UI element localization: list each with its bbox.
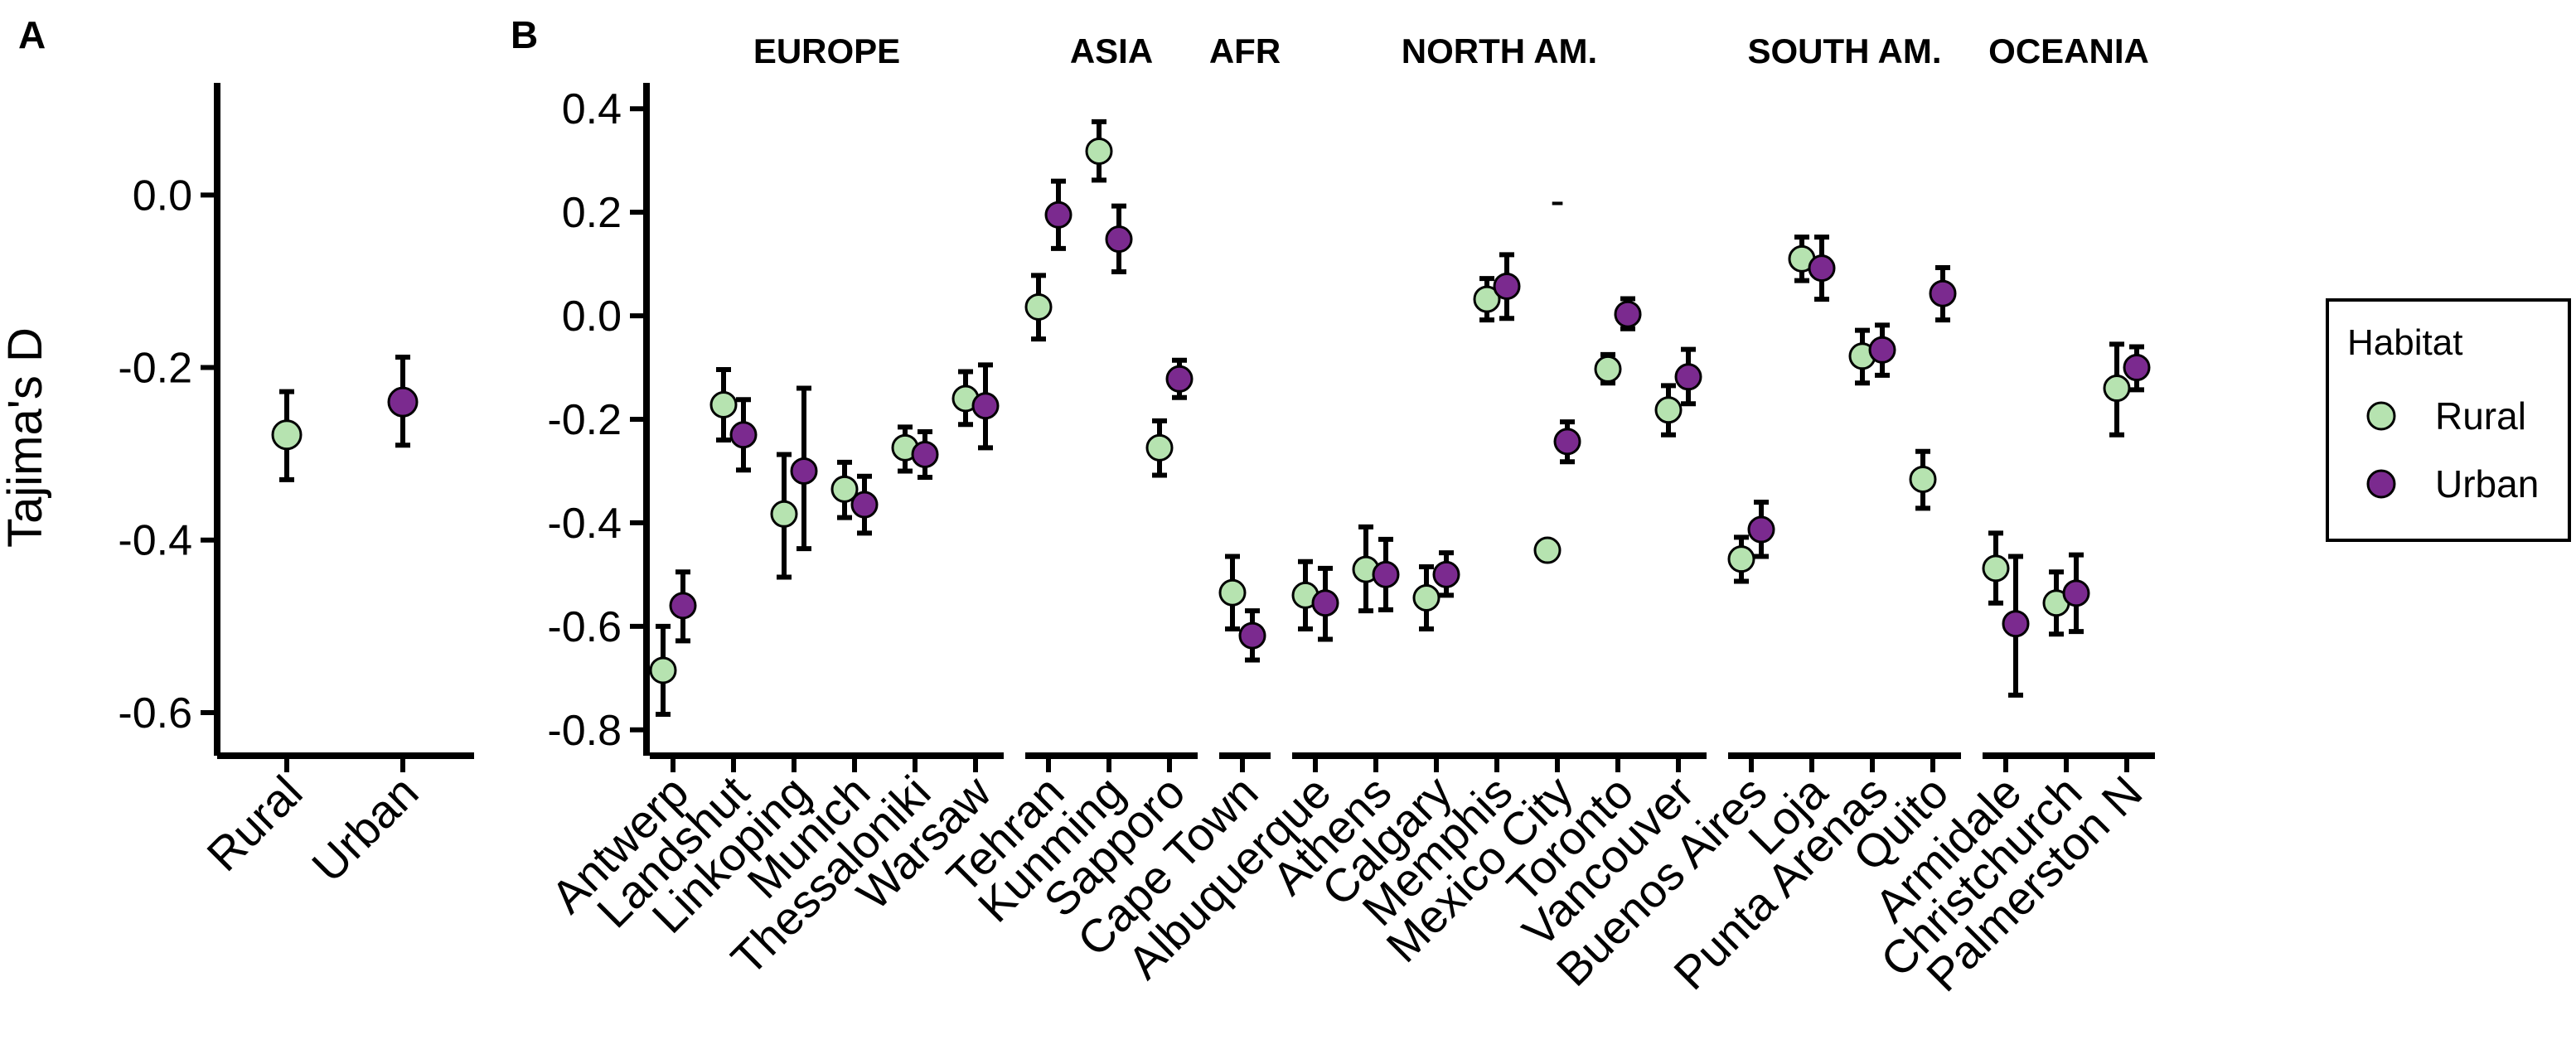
panel-b-point-rural-sapporo	[1145, 433, 1174, 462]
panel-a-y-tick-label: -0.2	[118, 345, 192, 393]
region-label-afr: AFR	[1209, 31, 1281, 70]
panel-b-point-urban-linkoping	[790, 457, 818, 485]
panel-b-point-rural-palmerston-n	[2103, 375, 2131, 403]
panel-b-point-urban-quito	[1929, 279, 1957, 307]
panel-a-point-rural	[271, 419, 303, 451]
panel-b-point-urban-loja	[1808, 254, 1836, 283]
panel-b-point-rural-vancouver	[1654, 396, 1683, 424]
legend: Habitat Rural Urban	[2326, 298, 2571, 542]
panel-b-point-urban-antwerp	[669, 592, 697, 620]
panel-b-point-rural-memphis	[1473, 285, 1501, 313]
panel-b-y-tick-label: 0.4	[562, 85, 622, 133]
panel-b-point-urban-sapporo	[1165, 365, 1194, 393]
panel-b-y-tick-label: 0.2	[562, 189, 622, 237]
panel-b-y-tick-label: 0.0	[562, 293, 622, 341]
panel-b-point-rural-calgary	[1412, 583, 1441, 612]
panel-b-plot: 0.40.20.0-0.2-0.4-0.6-0.8EUROPEAntwerpLa…	[541, 31, 2155, 1001]
legend-title: Habitat	[2347, 322, 2462, 363]
panel-a-point-urban	[387, 386, 419, 418]
panel-b-point-rural-mexico-city	[1533, 536, 1562, 564]
panel-b-point-rural-kunming	[1085, 137, 1113, 165]
panel-b-point-rural-antwerp	[649, 656, 677, 684]
panel-a-y-tick-label: -0.6	[118, 689, 192, 737]
panel-b-point-rural-cape-town	[1218, 578, 1247, 607]
panel-b-point-rural-landshut	[709, 391, 738, 419]
panel-b-point-urban-mexico-city	[1553, 428, 1581, 456]
legend-rural-marker	[2366, 401, 2396, 431]
panel-b-point-urban-kunming	[1105, 225, 1133, 254]
panel-b-point-urban-armidale	[2002, 610, 2030, 638]
panel-b-point-urban-athens	[1372, 560, 1400, 588]
panel-b-point-urban-memphis	[1493, 272, 1521, 300]
legend-urban-marker	[2366, 469, 2396, 499]
panel-b-point-urban-munich	[850, 491, 879, 519]
panel-b-point-urban-thessaloniki	[911, 440, 939, 468]
panel-b-point-rural-tehran	[1024, 293, 1053, 321]
region-label-north-am: NORTH AM.	[1402, 31, 1597, 70]
panel-b-label: B	[511, 13, 538, 56]
panel-b-point-urban-calgary	[1432, 560, 1460, 588]
panel-a-x-tick-label-rural: Rural	[196, 766, 312, 881]
legend-rural-label: Rural	[2435, 394, 2526, 438]
panel-b-y-tick-label: -0.8	[547, 707, 622, 755]
panel-b-point-urban-toronto	[1614, 300, 1642, 328]
region-label-south-am: SOUTH AM.	[1747, 31, 1941, 70]
panel-b-y-tick-label: -0.6	[547, 603, 622, 651]
panel-b-point-urban-buenos-aires	[1747, 515, 1775, 544]
panel-a-x-tick-label-urban: Urban	[302, 766, 428, 892]
panel-b-point-urban-palmerston-n	[2123, 354, 2151, 382]
panel-b-point-rural-buenos-aires	[1727, 545, 1755, 573]
panel-b-point-rural-toronto	[1594, 355, 1622, 383]
region-label-asia: ASIA	[1070, 31, 1153, 70]
y-axis-title: Tajima's D	[0, 327, 52, 548]
legend-urban-label: Urban	[2435, 462, 2539, 505]
panel-a-y-tick-label: 0.0	[133, 172, 192, 220]
panel-b-y-tick-label: -0.2	[547, 396, 622, 444]
panel-a-label: A	[18, 13, 46, 56]
panel-a-y-tick-label: -0.4	[118, 517, 192, 565]
panel-b-point-rural-linkoping	[770, 500, 798, 528]
panel-b-point-urban-landshut	[729, 421, 758, 449]
panel-b-point-urban-warsaw	[971, 392, 1000, 420]
panel-b-point-urban-punta-arenas	[1868, 336, 1896, 364]
region-label-europe: EUROPE	[753, 31, 900, 70]
panel-b-point-urban-tehran	[1044, 201, 1073, 229]
panel-b-point-rural-quito	[1909, 465, 1937, 493]
panel-b-point-urban-cape-town	[1238, 621, 1266, 650]
panel-b-y-tick-label: -0.4	[547, 500, 622, 548]
panel-b-point-urban-christchurch	[2062, 579, 2090, 607]
panel-b-point-rural-munich	[830, 475, 859, 503]
panel-b-point-rural-armidale	[1982, 554, 2010, 583]
panel-b-point-urban-vancouver	[1674, 363, 1702, 391]
annotation-mark: -	[1550, 177, 1564, 225]
region-label-oceania: OCEANIA	[1988, 31, 2149, 70]
panel-b-point-urban-albuquerque	[1311, 589, 1339, 617]
